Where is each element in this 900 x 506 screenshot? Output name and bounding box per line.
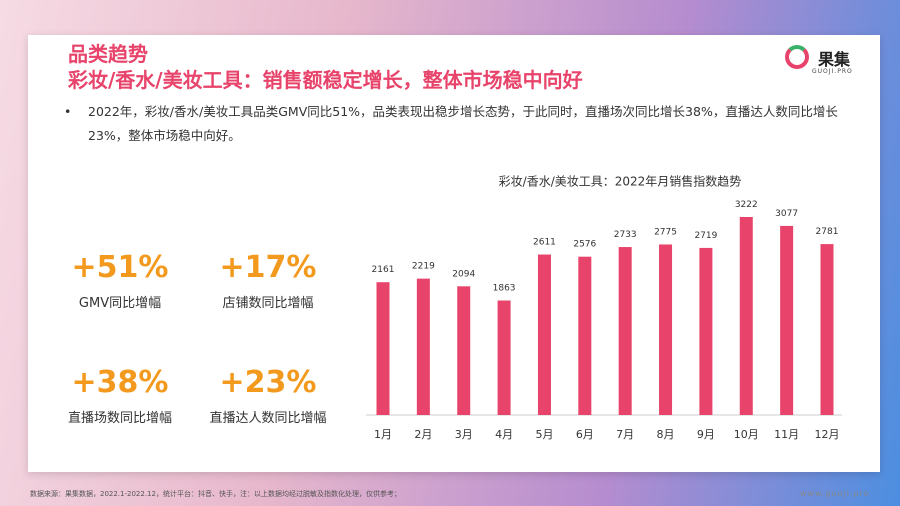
value-label: 2719: [694, 231, 717, 241]
bar: [578, 256, 592, 415]
stat-value: +38%: [71, 365, 169, 400]
bar: [537, 254, 551, 415]
bar: [618, 247, 632, 415]
bar: [659, 244, 673, 415]
stat-label: GMV同比增幅: [78, 296, 162, 311]
logo-sub: GUOJI.PRO: [812, 68, 853, 75]
stat-value: +51%: [71, 250, 169, 285]
value-label: 2611: [533, 238, 556, 248]
x-tick-label: 7月: [616, 428, 634, 441]
x-tick-label: 8月: [657, 428, 675, 441]
value-label: 2094: [452, 269, 475, 279]
stat-label: 店铺数同比增幅: [222, 296, 314, 311]
bar: [376, 282, 390, 415]
value-label: 2219: [412, 262, 435, 272]
bar: [457, 286, 471, 415]
footer-url: www.guoji.pro: [800, 489, 870, 498]
value-label: 2775: [654, 227, 677, 237]
subtitle: 彩妆/香水/美妆工具：销售额稳定增长，整体市场稳中向好: [68, 68, 583, 92]
x-tick-label: 10月: [734, 428, 759, 441]
value-label: 2161: [372, 265, 395, 275]
value-label: 3222: [735, 200, 758, 210]
value-label: 1863: [493, 284, 516, 294]
value-label: 3077: [775, 209, 798, 219]
x-tick-label: 11月: [774, 428, 799, 441]
logo-icon: [785, 45, 809, 69]
bar: [699, 247, 713, 415]
summary: 2022年，彩妆/香水/美妆工具品类GMV同比51%，品类表现出稳步增长态势，于…: [64, 100, 868, 148]
x-tick-label: 3月: [455, 428, 473, 441]
value-label: 2733: [614, 230, 637, 240]
chart-title: 彩妆/香水/美妆工具：2022年月销售指数趋势: [499, 174, 742, 189]
x-tick-label: 2月: [414, 428, 432, 441]
x-tick-label: 5月: [535, 428, 553, 441]
logo: 果集: [818, 50, 851, 69]
x-tick-label: 4月: [495, 428, 513, 441]
x-tick-label: 1月: [374, 428, 392, 441]
x-tick-label: 6月: [576, 428, 594, 441]
value-label: 2576: [573, 240, 596, 250]
bar: [780, 225, 794, 415]
bar: [416, 278, 430, 415]
title: 品类趋势: [68, 42, 148, 66]
stat-label: 直播达人数同比增幅: [209, 411, 327, 426]
bar: [739, 217, 753, 415]
bar: [497, 300, 511, 415]
stat-value: +23%: [219, 365, 317, 400]
stat-value: +17%: [219, 250, 317, 285]
bar: [820, 244, 834, 415]
x-tick-label: 9月: [697, 428, 715, 441]
value-label: 2781: [816, 227, 839, 237]
stat-label: 直播场数同比增幅: [67, 411, 172, 426]
footer-source: 数据来源：果集数据，2022.1-2022.12，统计平台：抖音、快手，注：以上…: [30, 490, 401, 498]
x-tick-label: 12月: [815, 428, 840, 441]
